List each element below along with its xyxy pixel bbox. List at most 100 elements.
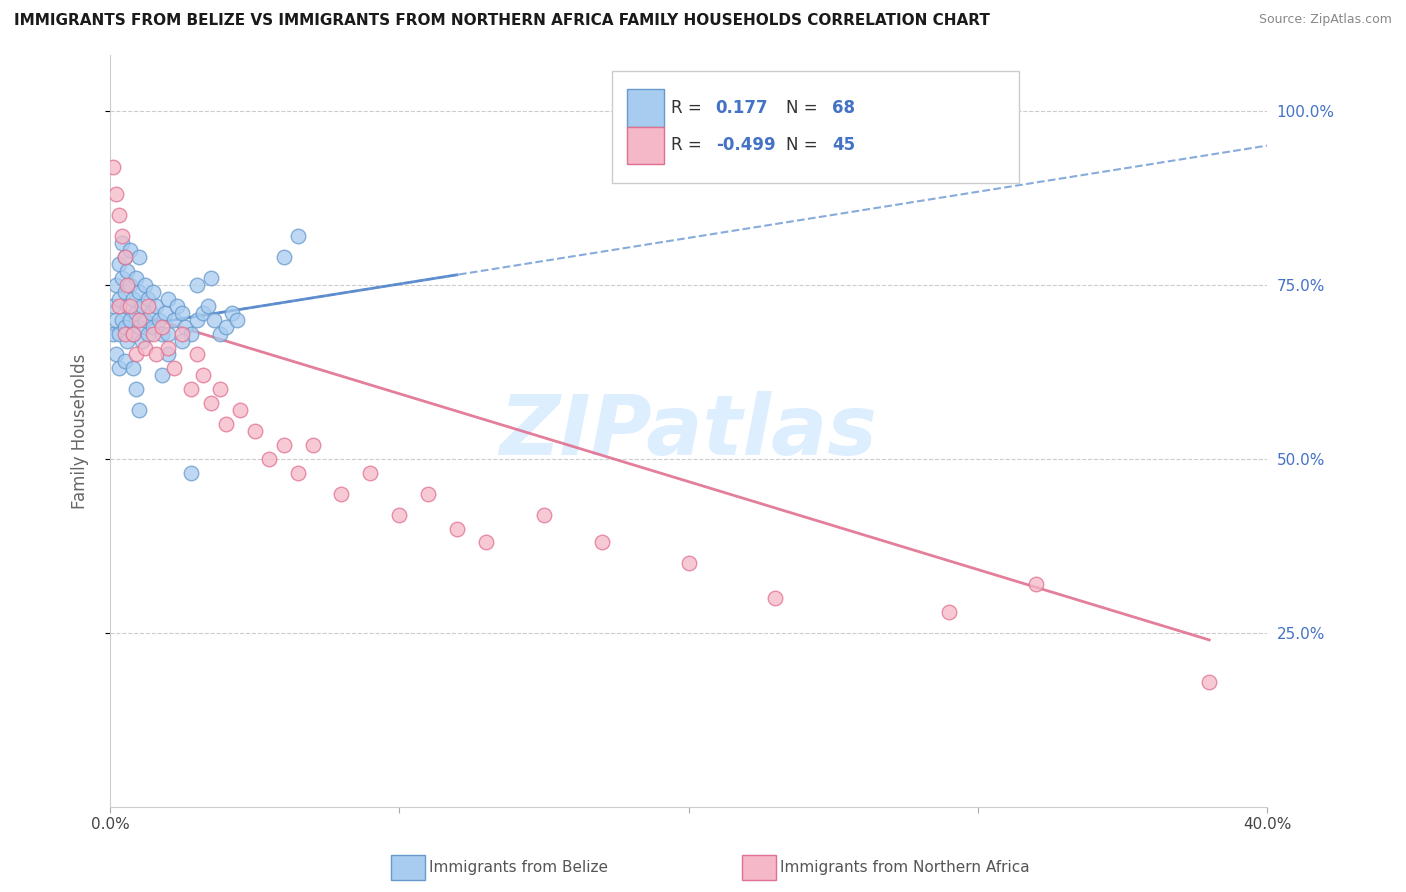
Text: R =: R = [671,136,707,154]
Text: ZIPatlas: ZIPatlas [499,391,877,472]
Point [136,299,159,313]
Point [166,299,188,313]
Point [163,361,186,376]
Point [107,292,129,306]
Point [172,334,194,348]
Point [180,326,202,341]
Point [120,243,142,257]
Point [114,326,136,341]
Point [172,306,194,320]
Text: 45: 45 [832,136,855,154]
Point [111,271,134,285]
Point [117,334,139,348]
Point [111,312,134,326]
Point [107,299,129,313]
Point [330,486,353,500]
Point [938,605,960,619]
Point [104,312,127,326]
Point [215,319,238,334]
Point [156,326,179,341]
Point [142,326,165,341]
Text: -0.499: -0.499 [716,136,775,154]
Point [128,285,150,299]
Point [229,403,252,417]
Point [208,382,231,396]
Point [200,271,222,285]
Text: Immigrants from Northern Africa: Immigrants from Northern Africa [780,860,1031,875]
Point [104,187,127,202]
Point [180,466,202,480]
Text: Source: ZipAtlas.com: Source: ZipAtlas.com [1258,13,1392,27]
Point [122,326,145,341]
Point [104,277,127,292]
Point [172,326,194,341]
Text: Immigrants from Belize: Immigrants from Belize [429,860,607,875]
Point [174,319,197,334]
Point [446,522,468,536]
Point [533,508,555,522]
Point [101,326,124,341]
Point [125,271,148,285]
Point [591,535,613,549]
Point [156,341,179,355]
Point [153,306,176,320]
Point [150,319,173,334]
Point [200,396,222,410]
Text: 0.177: 0.177 [716,99,768,117]
Point [763,591,786,606]
Point [136,292,159,306]
Point [1198,674,1220,689]
Point [128,312,150,326]
Point [186,347,208,361]
Point [191,306,214,320]
Point [120,277,142,292]
Point [122,292,145,306]
Point [117,299,139,313]
Point [111,236,134,251]
Point [125,347,148,361]
Y-axis label: Family Households: Family Households [72,353,89,508]
Point [117,264,139,278]
Point [418,486,440,500]
Point [139,306,162,320]
Point [114,285,136,299]
Point [202,312,225,326]
Point [107,257,129,271]
Point [122,361,145,376]
Point [117,277,139,292]
Text: N =: N = [786,136,823,154]
Point [197,299,219,313]
Point [215,417,238,431]
Point [134,312,156,326]
Point [359,466,381,480]
Point [107,208,129,222]
Point [273,438,295,452]
Text: N =: N = [786,99,823,117]
Point [678,557,700,571]
Point [114,250,136,264]
Point [134,341,156,355]
Point [101,160,124,174]
Point [128,319,150,334]
Point [150,326,173,341]
Point [114,354,136,368]
Point [104,347,127,361]
Point [136,326,159,341]
Point [226,312,249,326]
Point [163,312,186,326]
Point [142,285,165,299]
Point [156,292,179,306]
Point [131,299,153,313]
Point [186,277,208,292]
Point [475,535,498,549]
Point [107,361,129,376]
Point [301,438,323,452]
Point [125,382,148,396]
Point [128,250,150,264]
Point [1025,577,1047,591]
Point [142,319,165,334]
Point [111,229,134,244]
Point [156,347,179,361]
Point [186,312,208,326]
Point [243,424,266,438]
